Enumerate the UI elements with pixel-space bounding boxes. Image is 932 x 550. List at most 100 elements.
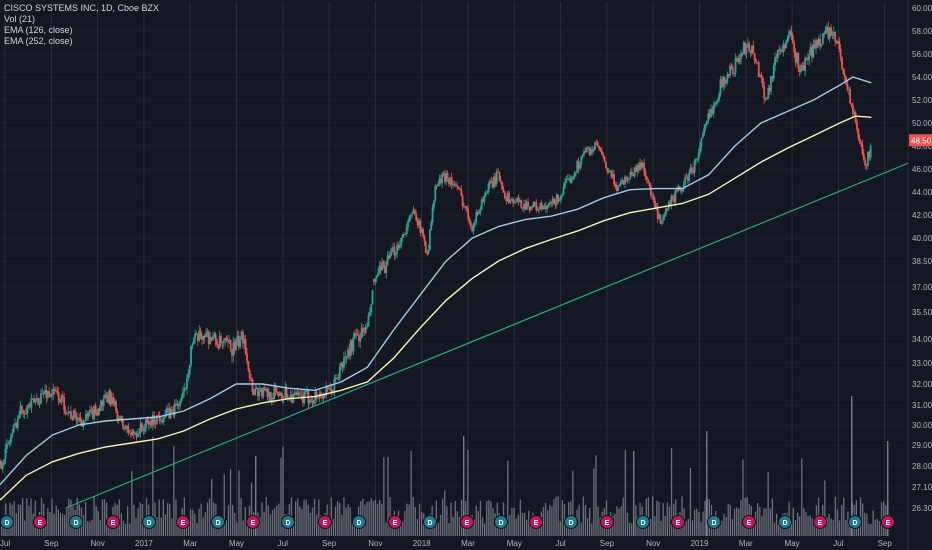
volume-bar xyxy=(131,471,133,536)
candle xyxy=(116,411,119,421)
earnings-marker[interactable] xyxy=(33,515,47,529)
candle xyxy=(186,378,188,390)
candle xyxy=(838,41,841,49)
candle xyxy=(231,349,233,356)
volume-bar xyxy=(698,511,700,536)
volume-bar xyxy=(47,508,49,536)
candle xyxy=(364,326,367,333)
earnings-marker[interactable] xyxy=(318,515,332,529)
candle xyxy=(532,202,535,208)
symbol-title[interactable]: CISCO SYSTEMS INC, 1D, Cboe BZX xyxy=(4,3,160,13)
dividend-marker[interactable] xyxy=(778,515,792,529)
volume-bar xyxy=(219,521,221,536)
chart-legend: CISCO SYSTEMS INC, 1D, Cboe BZX Vol (21)… xyxy=(4,3,159,47)
volume-bar xyxy=(538,520,540,536)
dividend-marker[interactable] xyxy=(423,515,437,529)
candle xyxy=(315,391,318,398)
dividend-marker[interactable] xyxy=(352,515,366,529)
ema-126-label[interactable]: EMA (126, close) xyxy=(4,25,73,35)
candle xyxy=(154,423,157,425)
candle xyxy=(821,33,824,45)
candle xyxy=(226,340,229,342)
y-tick-label: 31.00 xyxy=(912,401,932,410)
candle xyxy=(55,390,57,392)
earnings-marker[interactable] xyxy=(176,515,190,529)
earnings-marker[interactable] xyxy=(742,515,756,529)
candle xyxy=(472,223,475,232)
candle xyxy=(308,399,311,404)
candle xyxy=(800,65,802,72)
candle xyxy=(325,386,328,396)
candle xyxy=(94,405,97,413)
candle xyxy=(693,160,696,173)
volume-bar xyxy=(868,523,870,536)
candle xyxy=(846,83,849,90)
y-tick-label: 56.00 xyxy=(912,50,932,59)
candle xyxy=(574,172,577,174)
trend-line[interactable] xyxy=(65,162,909,509)
volume-bar xyxy=(192,509,194,536)
candle xyxy=(317,397,319,399)
dividend-marker[interactable] xyxy=(69,515,83,529)
earnings-marker[interactable] xyxy=(529,515,543,529)
dividend-marker[interactable] xyxy=(564,515,578,529)
volume-bar xyxy=(622,497,624,536)
candle xyxy=(598,145,600,149)
candle xyxy=(213,333,216,337)
dividend-marker[interactable] xyxy=(0,515,14,529)
volume-bar xyxy=(803,508,805,536)
candle xyxy=(521,207,524,209)
volume-bar xyxy=(437,522,440,536)
earnings-marker[interactable] xyxy=(106,515,120,529)
earnings-marker[interactable] xyxy=(600,515,614,529)
volume-bar xyxy=(55,505,57,536)
earnings-marker[interactable] xyxy=(460,515,474,529)
candle xyxy=(633,167,636,177)
volume-bar xyxy=(700,522,702,536)
x-tick-label: 2017 xyxy=(135,539,153,548)
candle xyxy=(91,409,94,419)
candle xyxy=(580,156,583,165)
dividend-marker[interactable] xyxy=(848,515,862,529)
volume-bar xyxy=(580,522,582,536)
dividend-marker[interactable] xyxy=(281,515,295,529)
candle xyxy=(115,401,117,412)
candle xyxy=(326,386,329,389)
dividend-marker[interactable] xyxy=(494,515,508,529)
candle xyxy=(278,392,281,397)
y-tick-label: 27.10 xyxy=(912,483,932,492)
dividend-marker[interactable] xyxy=(142,515,156,529)
dividend-marker[interactable] xyxy=(707,515,721,529)
volume-bar xyxy=(316,514,318,536)
candle xyxy=(90,409,93,411)
candle xyxy=(761,78,764,87)
volume-bar xyxy=(595,455,597,536)
volume-bar xyxy=(706,431,708,536)
earnings-marker[interactable] xyxy=(246,515,260,529)
candle xyxy=(181,391,184,398)
candle xyxy=(409,214,412,217)
candle xyxy=(128,432,131,434)
x-tick-label: 2019 xyxy=(691,539,709,548)
candle xyxy=(431,207,434,223)
candle xyxy=(476,212,479,215)
earnings-marker[interactable] xyxy=(388,515,402,529)
candle xyxy=(782,44,785,52)
candle xyxy=(746,43,749,46)
volume-bar xyxy=(626,512,629,536)
ema-252-label[interactable]: EMA (252, close) xyxy=(4,36,73,46)
volume-bar xyxy=(173,446,175,536)
dividend-marker[interactable] xyxy=(636,515,650,529)
volume-bar xyxy=(385,522,387,536)
volume-study-label[interactable]: Vol (21) xyxy=(4,14,36,24)
dividend-marker[interactable] xyxy=(211,515,225,529)
volume-bar xyxy=(721,520,723,536)
candle xyxy=(606,168,609,172)
earnings-marker[interactable] xyxy=(881,515,895,529)
x-tick-label: Sep xyxy=(44,539,59,548)
earnings-marker[interactable] xyxy=(813,515,827,529)
candle xyxy=(749,51,752,54)
volume-bar xyxy=(767,472,769,536)
earnings-marker[interactable] xyxy=(671,515,685,529)
